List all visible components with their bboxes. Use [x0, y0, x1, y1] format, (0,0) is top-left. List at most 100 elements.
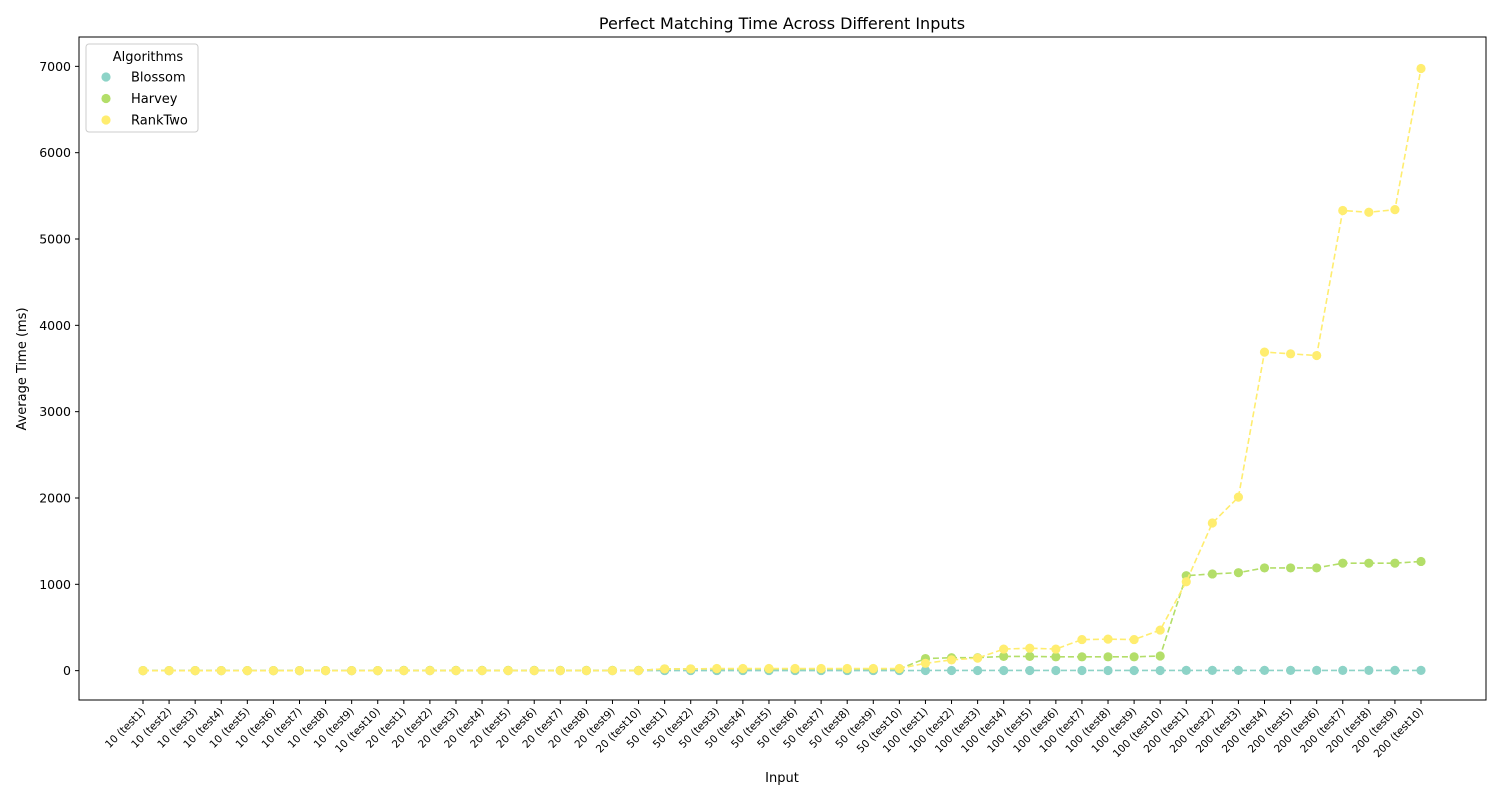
- data-point: [738, 663, 748, 674]
- data-point: [242, 666, 252, 676]
- data-point: [1051, 652, 1061, 662]
- data-point: [946, 655, 957, 665]
- legend-marker: [101, 115, 111, 125]
- data-point: [1285, 349, 1296, 359]
- data-point: [1259, 563, 1270, 573]
- data-point: [1051, 665, 1061, 676]
- data-point: [1103, 634, 1113, 644]
- data-point: [503, 665, 513, 676]
- data-point: [1207, 569, 1217, 579]
- data-point: [1129, 634, 1139, 645]
- data-point: [686, 664, 696, 674]
- data-point: [1077, 652, 1087, 662]
- data-point: [1155, 665, 1165, 676]
- data-point: [529, 665, 539, 676]
- data-point: [1416, 63, 1426, 74]
- data-point: [1312, 350, 1322, 361]
- data-point: [1259, 665, 1270, 675]
- data-point: [347, 666, 357, 676]
- data-point: [868, 663, 878, 674]
- data-point: [555, 665, 565, 676]
- y-tick-label: 2000: [39, 490, 71, 505]
- data-point: [1312, 563, 1322, 573]
- y-tick-label: 7000: [39, 59, 71, 74]
- data-point: [712, 663, 722, 674]
- legend-marker: [101, 93, 111, 104]
- data-point: [1233, 492, 1244, 502]
- data-point: [425, 665, 435, 676]
- data-point: [1103, 652, 1113, 662]
- y-tick-label: 4000: [39, 318, 71, 333]
- y-tick-label: 5000: [39, 232, 71, 247]
- data-point: [607, 665, 618, 676]
- data-point: [1364, 207, 1374, 217]
- legend-label: Harvey: [131, 92, 178, 107]
- data-point: [164, 666, 174, 676]
- y-tick-label: 3000: [39, 404, 71, 419]
- data-point: [1233, 665, 1244, 675]
- data-point: [1207, 518, 1217, 528]
- data-point: [999, 644, 1009, 654]
- data-point: [1077, 665, 1087, 676]
- data-point: [920, 665, 931, 676]
- data-point: [1129, 652, 1139, 662]
- data-point: [1285, 665, 1296, 675]
- chart-title: Perfect Matching Time Across Different I…: [599, 14, 965, 33]
- legend-box: [85, 43, 199, 133]
- data-point: [1181, 577, 1191, 587]
- y-tick-label: 0: [63, 663, 71, 678]
- data-point: [268, 666, 279, 676]
- data-point: [1259, 347, 1270, 357]
- data-point: [633, 665, 644, 676]
- data-point: [1390, 665, 1400, 675]
- data-point: [1025, 651, 1035, 662]
- legend-label: RankTwo: [131, 114, 188, 129]
- data-point: [1390, 558, 1400, 568]
- data-point: [1181, 665, 1191, 675]
- data-point: [138, 666, 148, 676]
- data-point: [1338, 205, 1348, 216]
- data-point: [973, 653, 983, 663]
- data-point: [1416, 665, 1426, 675]
- series-layer: [138, 63, 1426, 676]
- data-point: [894, 663, 904, 674]
- data-point: [216, 666, 226, 676]
- data-point: [973, 665, 983, 676]
- data-point: [190, 666, 200, 676]
- data-point: [477, 665, 487, 676]
- data-point: [373, 666, 383, 676]
- plot-frame: [78, 36, 1487, 701]
- data-point: [1129, 665, 1139, 676]
- data-point: [1103, 665, 1113, 676]
- data-point: [1364, 558, 1374, 568]
- x-axis-label: Input: [765, 771, 799, 786]
- data-point: [320, 666, 331, 676]
- y-axis-label: Average Time (ms): [15, 307, 30, 430]
- legend-marker: [101, 72, 111, 82]
- data-point: [1233, 568, 1244, 578]
- data-point: [816, 663, 826, 674]
- y-axis: 0 1000 2000 3000 4000 5000 6000 7000: [39, 59, 79, 678]
- series-ranktwo: [138, 63, 1426, 676]
- data-point: [399, 665, 409, 676]
- y-tick-label: 1000: [39, 577, 71, 592]
- legend-label: Blossom: [131, 71, 186, 86]
- data-point: [1338, 665, 1348, 675]
- data-point: [1077, 634, 1087, 645]
- data-point: [999, 665, 1009, 676]
- data-point: [581, 665, 591, 676]
- data-point: [1285, 563, 1296, 573]
- data-point: [1155, 625, 1165, 635]
- data-point: [1312, 665, 1322, 675]
- data-point: [1051, 644, 1061, 654]
- data-point: [764, 663, 774, 674]
- data-point: [1416, 556, 1426, 567]
- data-point: [451, 665, 461, 676]
- data-point: [1207, 665, 1217, 675]
- data-point: [1338, 558, 1348, 568]
- data-point: [1025, 643, 1035, 653]
- data-point: [920, 658, 931, 668]
- data-point: [294, 666, 305, 676]
- data-point: [946, 665, 957, 676]
